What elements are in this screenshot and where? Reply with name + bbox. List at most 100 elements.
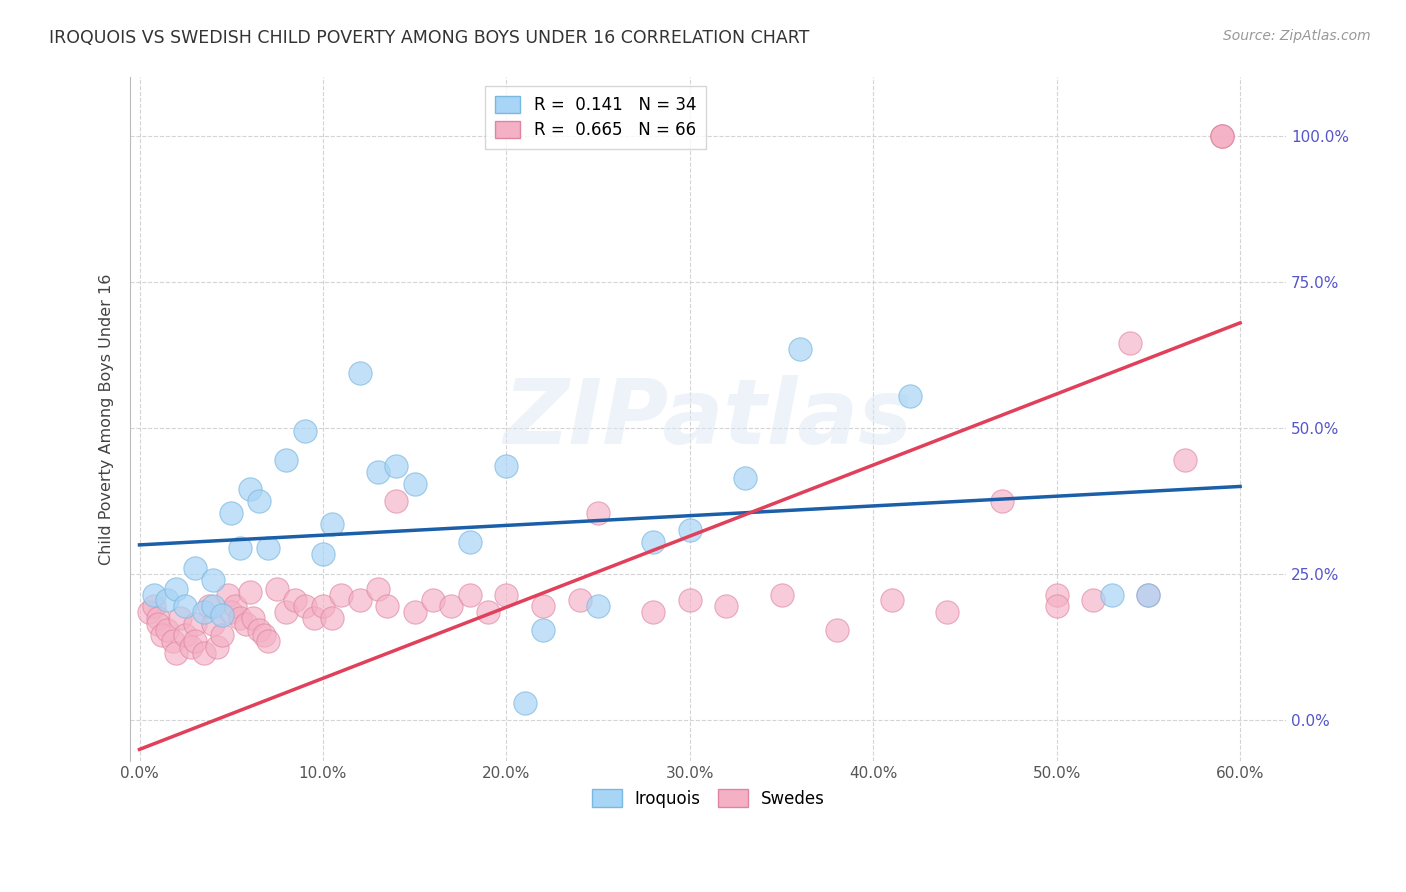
Point [138,605,160,619]
Point [238,584,260,599]
Point [247,623,270,637]
Point [385,494,408,508]
Point [586,599,609,614]
Point [156,623,179,637]
Point [1046,588,1069,602]
Point [321,611,343,625]
Point [180,640,202,654]
Point [1174,453,1197,467]
Point [330,588,353,602]
Point [312,599,335,614]
Point [150,628,173,642]
Point [349,366,371,380]
Point [302,611,325,625]
Point [385,458,408,473]
Point [367,465,389,479]
Point [201,616,224,631]
Point [1119,336,1142,351]
Point [165,646,187,660]
Point [174,628,197,642]
Point [531,623,554,637]
Point [1046,599,1069,614]
Point [201,599,224,614]
Point [716,599,738,614]
Point [201,573,224,587]
Point [1137,588,1160,602]
Point [183,561,205,575]
Point [586,506,609,520]
Point [422,593,444,607]
Point [211,607,233,622]
Point [257,634,280,648]
Point [643,535,665,549]
Point [321,517,343,532]
Point [183,616,205,631]
Point [211,628,233,642]
Point [898,389,921,403]
Point [495,588,517,602]
Point [679,593,702,607]
Point [146,611,169,625]
Point [146,616,169,631]
Point [174,599,197,614]
Point [219,506,242,520]
Point [1101,588,1123,602]
Point [193,605,215,619]
Point [367,582,389,596]
Point [276,605,298,619]
Point [643,605,665,619]
Point [198,599,221,614]
Point [404,605,426,619]
Point [789,342,811,356]
Point [143,588,166,602]
Point [205,640,228,654]
Point [1211,128,1233,143]
Point [375,599,398,614]
Point [734,471,756,485]
Point [1211,128,1233,143]
Point [156,593,179,607]
Point [1211,128,1233,143]
Point [312,547,335,561]
Point [477,605,499,619]
Point [219,605,242,619]
Point [247,494,270,508]
Point [935,605,957,619]
Point [440,599,463,614]
Legend: Iroquois, Swedes: Iroquois, Swedes [585,782,831,814]
Text: IROQUOIS VS SWEDISH CHILD POVERTY AMONG BOYS UNDER 16 CORRELATION CHART: IROQUOIS VS SWEDISH CHILD POVERTY AMONG … [49,29,810,46]
Point [770,588,793,602]
Point [458,588,481,602]
Point [1137,588,1160,602]
Point [349,593,371,607]
Point [404,476,426,491]
Point [257,541,280,555]
Text: ZIPatlas: ZIPatlas [503,376,912,463]
Point [531,599,554,614]
Point [294,424,316,438]
Point [165,582,187,596]
Point [266,582,288,596]
Point [253,628,276,642]
Point [990,494,1012,508]
Point [1083,593,1105,607]
Point [229,541,252,555]
Point [513,696,536,710]
Point [458,535,481,549]
Point [217,588,239,602]
Point [162,634,184,648]
Point [143,599,166,614]
Point [825,623,848,637]
Point [193,646,215,660]
Point [224,599,246,614]
Point [294,599,316,614]
Point [568,593,591,607]
Point [495,458,517,473]
Point [242,611,264,625]
Point [183,634,205,648]
Point [169,611,191,625]
Point [235,616,257,631]
Y-axis label: Child Poverty Among Boys Under 16: Child Poverty Among Boys Under 16 [100,274,114,565]
Point [238,483,260,497]
Point [284,593,307,607]
